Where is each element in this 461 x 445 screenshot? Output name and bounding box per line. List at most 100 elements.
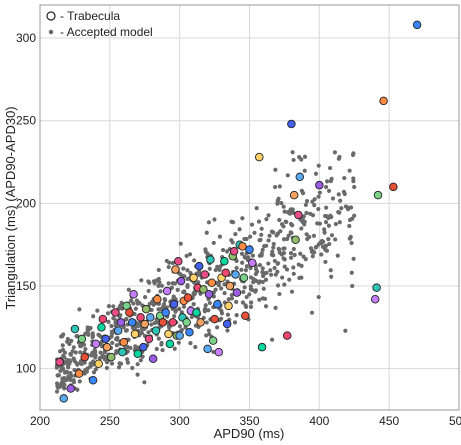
- trabecula-point: [232, 288, 242, 297]
- accepted-model-point: [111, 316, 116, 321]
- trabecula-point: [370, 294, 380, 304]
- trabecula-point: [168, 318, 177, 327]
- accepted-model-point: [215, 264, 220, 269]
- accepted-model-point: [297, 275, 302, 281]
- accepted-model-point: [249, 222, 255, 227]
- trabecula-point: [207, 278, 217, 287]
- trabecula-point: [295, 172, 305, 182]
- accepted-model-point: [273, 305, 278, 310]
- accepted-model-point: [283, 219, 288, 224]
- accepted-model-point: [327, 241, 332, 247]
- trabecula-point: [118, 347, 127, 357]
- accepted-model-point: [97, 355, 103, 361]
- accepted-model-point: [260, 279, 265, 285]
- accepted-model-point: [327, 165, 333, 171]
- accepted-model-point: [289, 230, 294, 236]
- accepted-model-point: [90, 350, 95, 355]
- accepted-model-point: [75, 362, 80, 367]
- trabecula-point: [97, 323, 106, 332]
- accepted-model-point: [275, 283, 281, 288]
- accepted-model-point: [300, 190, 306, 196]
- accepted-model-point: [196, 280, 201, 285]
- trabecula-point: [153, 294, 162, 304]
- y-tick-label: 200: [16, 196, 36, 210]
- x-tick-labels: 200 250 300 350 400 450 500: [30, 414, 461, 428]
- accepted-model-point: [138, 358, 143, 363]
- accepted-model-point: [191, 302, 196, 307]
- trabecula-point: [222, 319, 232, 329]
- accepted-model-point: [329, 176, 334, 181]
- accepted-model-point: [160, 347, 165, 353]
- trabecula-point: [162, 286, 172, 296]
- accepted-model-point: [248, 234, 253, 239]
- accepted-model-point: [203, 303, 208, 308]
- accepted-model-point: [324, 184, 329, 190]
- accepted-model-point: [299, 263, 304, 268]
- accepted-model-point: [129, 298, 134, 303]
- trabecula-point: [200, 270, 210, 279]
- accepted-model-point: [79, 361, 84, 367]
- y-tick-labels: 100 150 200 250 300: [16, 31, 36, 376]
- accepted-model-point: [116, 365, 122, 370]
- accepted-model-point: [281, 204, 286, 209]
- accepted-model-point: [311, 233, 317, 238]
- accepted-model-point: [266, 238, 271, 243]
- accepted-model-point: [300, 219, 305, 225]
- accepted-model-point: [113, 350, 119, 356]
- trabecula-point: [189, 273, 198, 283]
- accepted-model-point: [67, 341, 72, 347]
- accepted-model-point: [338, 198, 343, 203]
- accepted-model-point: [349, 240, 354, 246]
- accepted-model-point: [243, 304, 249, 310]
- x-tick-label: 200: [30, 414, 50, 428]
- accepted-model-point: [325, 179, 330, 184]
- accepted-model-point: [257, 297, 262, 302]
- trabecula-point: [146, 313, 155, 322]
- accepted-model-point: [328, 213, 333, 218]
- accepted-model-point: [93, 353, 98, 358]
- accepted-model-point: [299, 157, 304, 162]
- accepted-model-point: [91, 314, 96, 319]
- trabecula-point: [151, 326, 161, 335]
- accepted-model-point: [205, 251, 210, 256]
- accepted-model-point: [156, 267, 161, 273]
- accepted-model-point: [59, 381, 64, 386]
- accepted-model-point: [162, 297, 167, 302]
- accepted-model-point: [250, 287, 255, 293]
- accepted-model-point: [113, 336, 119, 342]
- accepted-model-point: [329, 274, 334, 279]
- accepted-model-point: [326, 223, 331, 228]
- accepted-model-point: [166, 281, 171, 286]
- x-tick-label: 500: [449, 414, 461, 428]
- accepted-model-point: [291, 157, 296, 163]
- accepted-model-point: [291, 265, 296, 270]
- accepted-model-point: [256, 219, 262, 224]
- accepted-model-point: [234, 265, 239, 271]
- trabecula-point: [208, 336, 218, 345]
- accepted-model-point: [326, 188, 332, 194]
- accepted-model-point: [269, 252, 274, 257]
- trabecula-point: [255, 152, 264, 162]
- accepted-model-point: [149, 322, 154, 327]
- accepted-model-point: [159, 342, 164, 347]
- accepted-model-point: [260, 266, 265, 271]
- accepted-model-point: [323, 220, 329, 225]
- accepted-model-point: [185, 276, 190, 282]
- accepted-model-point: [242, 285, 247, 290]
- accepted-model-point: [252, 230, 257, 235]
- accepted-model-point: [93, 367, 98, 372]
- accepted-model-point: [143, 294, 148, 300]
- accepted-model-point: [342, 191, 347, 197]
- accepted-model-point: [244, 264, 249, 269]
- accepted-model-point: [313, 245, 318, 250]
- accepted-model-point: [264, 243, 269, 248]
- accepted-model-point: [336, 192, 341, 197]
- accepted-model-point: [215, 325, 220, 330]
- accepted-model-point: [79, 343, 84, 349]
- trabecula-point: [257, 342, 267, 352]
- accepted-model-point: [125, 344, 130, 350]
- accepted-model-point: [83, 331, 88, 336]
- accepted-model-point: [263, 277, 269, 282]
- accepted-model-point: [95, 308, 100, 313]
- accepted-model-point: [161, 301, 167, 307]
